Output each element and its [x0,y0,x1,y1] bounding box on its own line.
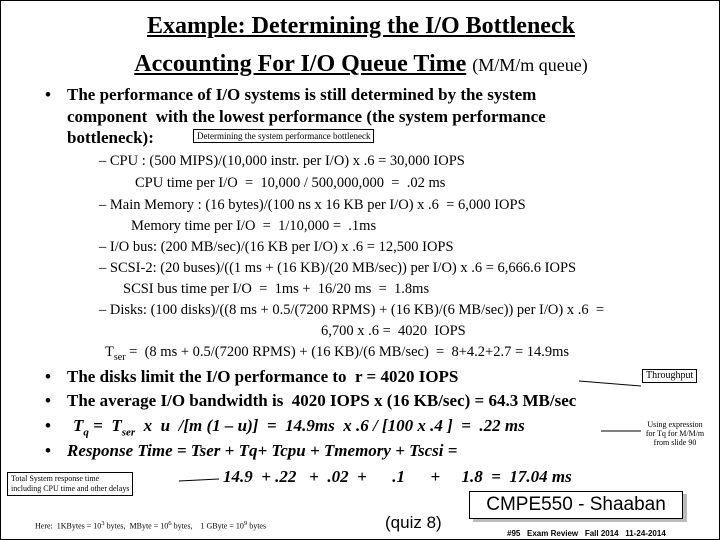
exponent: 6 [168,520,172,527]
text: = T [88,416,122,435]
callout-line: including CPU time and other delays [11,484,130,493]
symbol: T [73,416,84,435]
bullet: • [45,367,51,386]
title-paren: (M/M/m queue) [472,55,588,75]
callout-line: from slide 90 [653,438,697,447]
callout: Throughput [642,369,698,383]
text: x u /[m (1 – u)] = 14.9ms x .6 / [100 x … [135,416,525,435]
title-line: Accounting For I/O Queue Time (M/M/m que… [1,47,719,79]
detail-line: – I/O bus: (200 MB/sec)/(16 KB per I/O) … [99,239,454,255]
text: bytes [247,521,267,531]
text-line: 14.9 + .22 + .02 + .1 + 1.8 = 17.04 ms [223,467,572,486]
title-text: Accounting For I/O Queue Time [134,51,467,77]
callout-line: Using expression [647,420,703,429]
callout: Determining the system performance bottl… [193,129,375,143]
bullet: • [45,441,51,460]
subscript: ser [113,351,126,363]
callout: Total System response time including CPU … [7,472,134,496]
text-line: bottleneck): [67,128,154,147]
footnote: Here: 1KBytes = 103 bytes, MByte = 106 b… [35,520,266,531]
symbol: T [105,344,114,360]
connector [178,478,220,482]
detail-line: – SCSI-2: (20 buses)/((1 ms + (16 KB)/(2… [99,260,577,276]
text-line: The performance of I/O systems is still … [67,85,537,104]
detail-line: CPU time per I/O = 10,000 / 500,000,000 … [135,175,446,191]
callout-line: for Tq for M/M/m [645,429,705,438]
detail-line: SCSI bus time per I/O = 1ms + 16/20 ms =… [123,281,430,297]
connector [578,380,642,387]
text-line: The disks limit the I/O performance to r… [67,367,459,386]
text-line: The average I/O bandwidth is 4020 IOPS x… [67,391,577,410]
slide-info: #95 Exam Review Fall 2014 11-24-2014 [507,529,666,538]
bullet: • [45,85,51,104]
exponent: 9 [243,520,248,527]
title-line: Example: Determining the I/O Bottleneck [147,13,575,39]
text: bytes, 1 GByte = 10 [171,521,244,531]
detail-line: 6,700 x .6 = 4020 IOPS [321,323,466,339]
detail-line: – Disks: (100 disks)/((8 ms + 0.5/(7200 … [99,302,605,318]
text: Here: 1KBytes = 10 [35,521,102,531]
subscript: ser [121,426,136,439]
subscript: q [83,426,89,439]
text: = (8 ms + 0.5/(7200 RPMS) + (16 KB)/(6 M… [125,344,570,360]
detail-line: Tser = (8 ms + 0.5/(7200 RPMS) + (16 KB)… [105,344,569,363]
text: bytes, MByte = 10 [104,521,169,531]
text-line: Tq = Tser x u /[m (1 – u)] = 14.9ms x .6… [73,416,525,438]
bullet: • [45,416,51,435]
text-line: Response Time = Tser + Tq+ Tcpu + Tmemor… [67,441,458,460]
bullet: • [45,391,51,410]
text-line: component with the lowest performance (t… [67,107,546,126]
detail-line: Memory time per I/O = 1/10,000 = .1ms [131,218,377,234]
detail-line: – CPU : (500 MIPS)/(10,000 instr. per I/… [99,153,465,169]
quiz-label: (quiz 8) [385,513,442,532]
course-label: CMPE550 - Shaaban [469,491,683,519]
callout-line: Total System response time [11,474,100,483]
detail-line: – Main Memory : (16 bytes)/(100 ns x 16 … [99,197,526,213]
exponent: 3 [101,520,105,527]
callout: Using expression for Tq for M/M/m from sli… [637,420,713,447]
